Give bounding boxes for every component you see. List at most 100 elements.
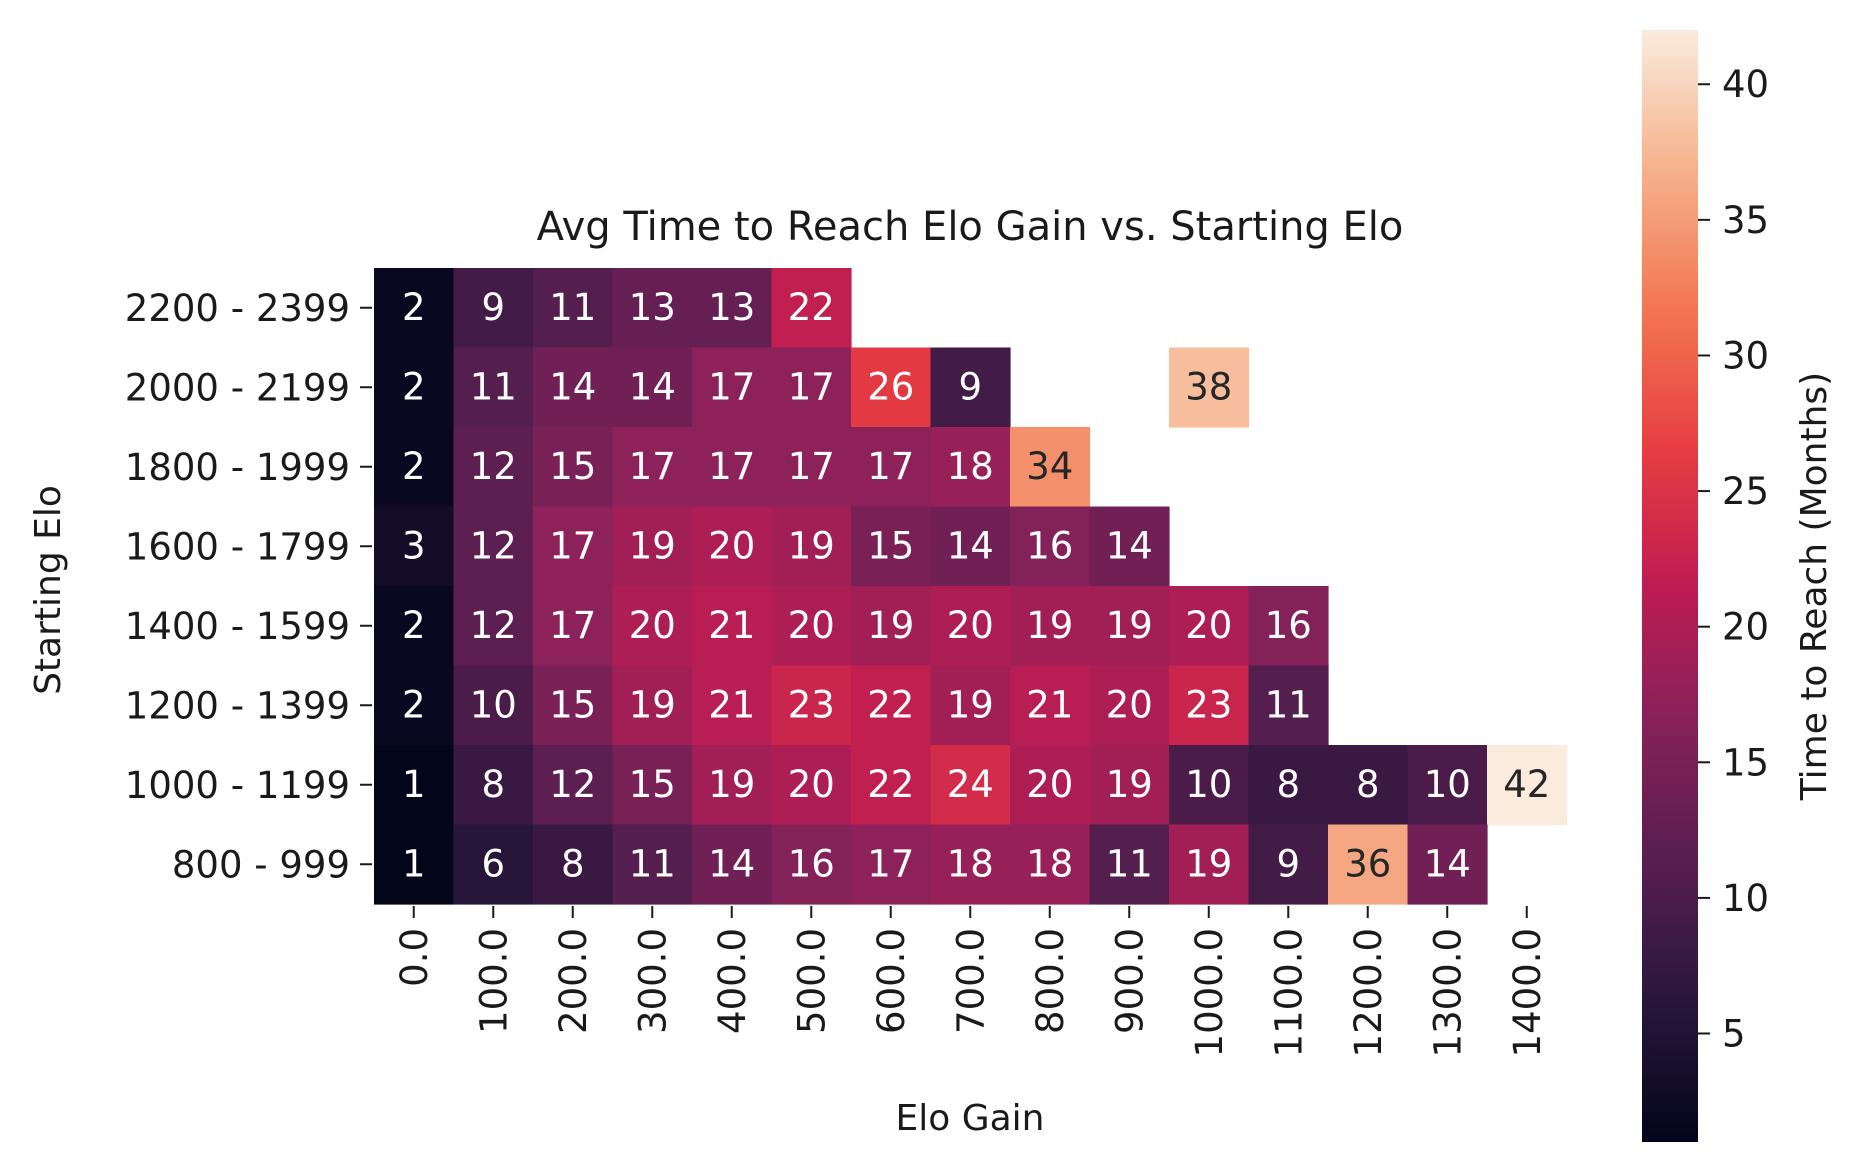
cell-value-label: 19 xyxy=(1026,604,1073,647)
cell-value-label: 16 xyxy=(1026,524,1073,567)
heatmap-cell xyxy=(851,347,932,428)
heatmap-cell xyxy=(533,586,614,667)
heatmap-cell xyxy=(1089,745,1170,826)
heatmap-cell xyxy=(771,586,852,667)
cell-value-label: 2 xyxy=(402,604,426,647)
cell-value-label: 19 xyxy=(1185,842,1232,885)
heatmap-cell xyxy=(1248,824,1329,905)
heatmap-cell xyxy=(612,665,693,746)
x-tick-label: 200.0 xyxy=(552,928,595,1034)
heatmap-cell xyxy=(374,268,455,349)
cell-value-label: 19 xyxy=(867,604,914,647)
y-tick-label: 2000 - 2199 xyxy=(125,366,350,409)
y-tick-label: 1600 - 1799 xyxy=(125,525,350,568)
heatmap-cell xyxy=(533,745,614,826)
heatmap-cell xyxy=(1010,586,1091,667)
cell-value-label: 17 xyxy=(708,445,755,488)
heatmap-cell xyxy=(851,824,932,905)
x-tick-label: 900.0 xyxy=(1108,928,1151,1034)
x-tick-label: 1100.0 xyxy=(1267,928,1310,1057)
cell-value-label: 19 xyxy=(629,524,676,567)
heatmap-cell xyxy=(612,427,693,508)
cell-value-label: 17 xyxy=(788,365,835,408)
colorbar-tick-label: 40 xyxy=(1722,63,1769,106)
cell-value-label: 9 xyxy=(481,286,505,329)
heatmap-cell xyxy=(1089,506,1170,587)
heatmap-cell xyxy=(1407,824,1488,905)
heatmap-cell xyxy=(771,824,852,905)
x-tick-label: 0.0 xyxy=(393,928,436,987)
y-tick-label: 1200 - 1399 xyxy=(125,684,350,727)
heatmap-cell xyxy=(771,665,852,746)
cell-value-label: 20 xyxy=(788,604,835,647)
cell-value-label: 38 xyxy=(1185,365,1232,408)
x-tick-label: 800.0 xyxy=(1029,928,1072,1034)
cell-value-label: 19 xyxy=(629,683,676,726)
cell-value-label: 21 xyxy=(708,604,755,647)
cell-value-label: 17 xyxy=(549,604,596,647)
cell-value-label: 17 xyxy=(788,445,835,488)
x-tick-label: 500.0 xyxy=(790,928,833,1034)
x-tick-label: 300.0 xyxy=(631,928,674,1034)
colorbar-ticks: 5 10 15 20 25 30 35 40 xyxy=(1698,63,1769,1056)
heatmap-cell xyxy=(533,268,614,349)
heatmap-cell xyxy=(1169,745,1250,826)
colorbar xyxy=(1642,30,1698,1142)
colorbar-tick-label: 25 xyxy=(1722,470,1769,513)
x-axis: 0.0 100.0 200.0 300.0 400.0 500.0 600.0 700.0 80… xyxy=(393,906,1549,1057)
x-tick-label: 100.0 xyxy=(472,928,515,1034)
heatmap-cell xyxy=(453,427,534,508)
heatmap-cell xyxy=(453,824,534,905)
cell-value-label: 8 xyxy=(561,842,585,885)
colorbar-tick-label: 20 xyxy=(1722,606,1769,649)
heatmap-cell xyxy=(771,268,852,349)
heatmap-cell xyxy=(453,665,534,746)
y-tick-label: 1800 - 1999 xyxy=(125,446,350,489)
cell-value-label: 23 xyxy=(1185,683,1232,726)
cell-value-label: 15 xyxy=(867,524,914,567)
heatmap-cell xyxy=(771,506,852,587)
cell-value-label: 18 xyxy=(947,842,994,885)
heatmap-cell xyxy=(533,347,614,428)
chart-title: Avg Time to Reach Elo Gain vs. Starting … xyxy=(537,204,1404,250)
cell-value-label: 18 xyxy=(947,445,994,488)
colorbar-tick-label: 15 xyxy=(1722,741,1769,784)
cell-value-label: 19 xyxy=(708,763,755,806)
x-tick-label: 700.0 xyxy=(949,928,992,1034)
heatmap-cell xyxy=(612,268,693,349)
heatmap-cell xyxy=(453,506,534,587)
cell-value-label: 8 xyxy=(1356,763,1380,806)
cell-value-label: 20 xyxy=(629,604,676,647)
cell-value-label: 12 xyxy=(549,763,596,806)
cell-value-label: 19 xyxy=(788,524,835,567)
heatmap-cell xyxy=(692,665,773,746)
heatmap-cell xyxy=(612,824,693,905)
y-tick-label: 800 - 999 xyxy=(172,843,350,886)
cell-value-label: 11 xyxy=(629,842,676,885)
cell-value-label: 2 xyxy=(402,683,426,726)
cell-value-label: 11 xyxy=(1265,683,1312,726)
heatmap-cell xyxy=(1487,745,1568,826)
colorbar-tick-label: 10 xyxy=(1722,877,1769,920)
cell-value-label: 15 xyxy=(629,763,676,806)
cell-value-label: 9 xyxy=(1276,842,1300,885)
heatmap-cell xyxy=(1328,745,1409,826)
cell-value-label: 19 xyxy=(1106,763,1153,806)
heatmap-cell xyxy=(1089,665,1170,746)
cell-value-label: 12 xyxy=(470,604,517,647)
heatmap-cell xyxy=(453,745,534,826)
cell-value-label: 17 xyxy=(867,445,914,488)
cell-value-label: 14 xyxy=(1424,842,1471,885)
cell-value-label: 9 xyxy=(958,365,982,408)
heatmap-cell xyxy=(851,745,932,826)
cell-value-label: 17 xyxy=(549,524,596,567)
heatmap-cell xyxy=(771,347,852,428)
cell-value-label: 20 xyxy=(708,524,755,567)
cell-value-label: 11 xyxy=(1106,842,1153,885)
heatmap-cell xyxy=(692,586,773,667)
colorbar-tick-label: 35 xyxy=(1722,199,1769,242)
heatmap-cell xyxy=(851,506,932,587)
heatmap-cells: 2 9 11 13 13 222 11 14 14 17 17 26 9 382 12 15 17 17 17 17 1… xyxy=(374,268,1568,905)
x-tick-label: 1400.0 xyxy=(1506,928,1549,1057)
